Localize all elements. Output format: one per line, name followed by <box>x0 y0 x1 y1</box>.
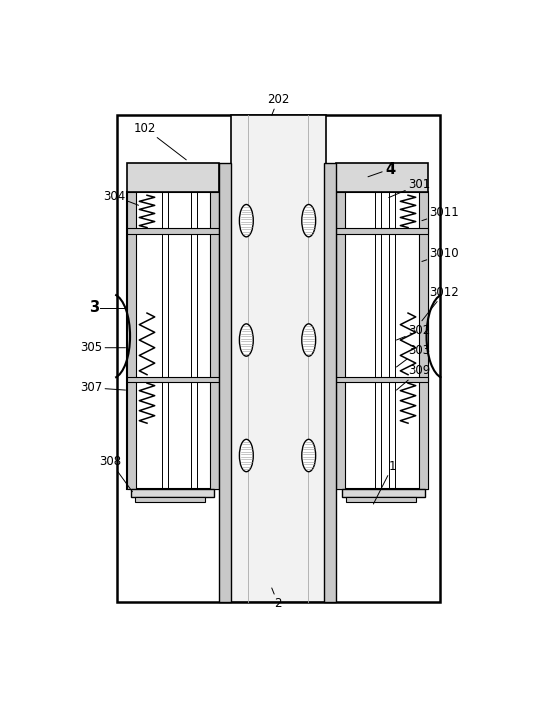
Ellipse shape <box>239 440 253 472</box>
Bar <box>127 192 136 488</box>
Ellipse shape <box>302 324 315 356</box>
Bar <box>127 163 219 192</box>
Ellipse shape <box>239 324 253 356</box>
Bar <box>336 163 428 192</box>
Text: 1: 1 <box>374 460 396 504</box>
Bar <box>336 192 428 488</box>
Text: 2: 2 <box>272 588 282 610</box>
Bar <box>419 192 428 488</box>
Bar <box>127 192 219 488</box>
Text: 4: 4 <box>368 162 395 177</box>
Bar <box>127 228 219 233</box>
Bar <box>127 377 219 382</box>
Bar <box>336 228 428 233</box>
Text: 3012: 3012 <box>422 286 459 321</box>
Bar <box>324 163 336 602</box>
Ellipse shape <box>302 205 315 237</box>
Text: 3: 3 <box>89 300 99 315</box>
Bar <box>131 488 214 497</box>
Text: 102: 102 <box>134 122 186 160</box>
Text: 307: 307 <box>80 381 125 395</box>
Bar <box>336 377 428 382</box>
Text: 308: 308 <box>99 455 132 492</box>
Bar <box>346 497 416 503</box>
Text: 302: 302 <box>396 324 430 340</box>
Bar <box>210 192 219 488</box>
Text: 3011: 3011 <box>422 206 459 221</box>
Ellipse shape <box>239 205 253 237</box>
Bar <box>336 192 345 488</box>
Text: 305: 305 <box>80 342 125 354</box>
Text: 304: 304 <box>103 190 138 205</box>
Text: 202: 202 <box>267 93 289 115</box>
Bar <box>342 488 425 497</box>
Ellipse shape <box>302 440 315 472</box>
Text: 301: 301 <box>389 178 430 198</box>
Bar <box>117 115 440 602</box>
Text: 303: 303 <box>396 344 430 367</box>
Bar <box>135 497 205 503</box>
Text: 3010: 3010 <box>422 247 459 261</box>
Bar <box>231 115 326 602</box>
Text: 309: 309 <box>396 364 430 390</box>
Bar <box>219 163 231 602</box>
